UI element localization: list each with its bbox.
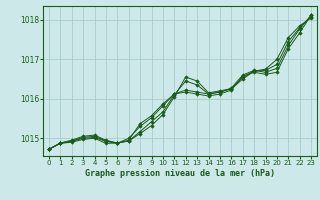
X-axis label: Graphe pression niveau de la mer (hPa): Graphe pression niveau de la mer (hPa): [85, 169, 275, 178]
